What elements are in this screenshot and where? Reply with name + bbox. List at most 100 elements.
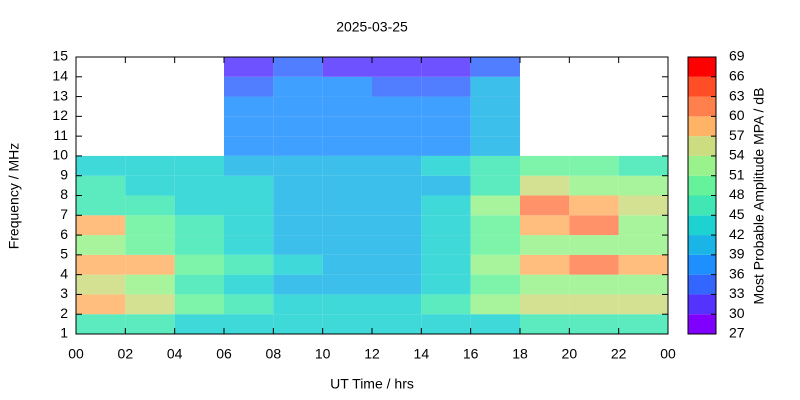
y-tick-label: 5 bbox=[60, 246, 68, 262]
heat-cell bbox=[372, 195, 422, 216]
colorbar-tick-label: 45 bbox=[729, 206, 745, 222]
x-tick-label: 08 bbox=[266, 346, 282, 362]
heat-cell bbox=[322, 175, 372, 196]
heat-cell bbox=[470, 57, 520, 77]
colorbar-tick-label: 39 bbox=[729, 246, 745, 262]
heat-cell bbox=[421, 294, 471, 315]
heat-cell bbox=[322, 136, 372, 156]
heat-cell bbox=[322, 314, 372, 334]
heat-cell bbox=[520, 235, 570, 255]
heat-cell bbox=[470, 116, 520, 137]
colorbar-tick-label: 54 bbox=[729, 147, 745, 163]
heat-cell bbox=[125, 314, 175, 334]
heat-cell bbox=[76, 195, 126, 216]
heat-cell bbox=[372, 215, 422, 236]
heat-cell bbox=[76, 215, 126, 236]
heat-cell bbox=[470, 195, 520, 216]
heat-cell bbox=[174, 294, 224, 315]
x-tick-label: 20 bbox=[562, 346, 578, 362]
colorbar-tick-label: 30 bbox=[729, 305, 745, 321]
colorbar-swatch bbox=[688, 254, 716, 275]
heat-cell bbox=[224, 294, 274, 315]
heat-cell bbox=[470, 76, 520, 97]
heat-cell bbox=[174, 155, 224, 176]
heat-cell bbox=[224, 76, 274, 97]
heat-cell bbox=[520, 274, 570, 295]
heat-cell bbox=[224, 136, 274, 156]
x-tick-label: 04 bbox=[167, 346, 183, 362]
heat-cell bbox=[273, 175, 323, 196]
colorbar-swatch bbox=[688, 136, 716, 156]
heat-cell bbox=[322, 155, 372, 176]
heat-cell bbox=[421, 254, 471, 275]
y-tick-label: 9 bbox=[60, 166, 68, 182]
heat-cell bbox=[618, 314, 668, 334]
heat-cell bbox=[322, 294, 372, 315]
x-tick-label: 22 bbox=[611, 346, 627, 362]
heat-cell bbox=[470, 175, 520, 196]
x-tick-label: 16 bbox=[463, 346, 479, 362]
heat-cell bbox=[618, 254, 668, 275]
colorbar-swatch bbox=[688, 76, 716, 97]
heat-cell bbox=[372, 175, 422, 196]
y-tick-label: 15 bbox=[52, 48, 68, 64]
x-tick-label: 14 bbox=[414, 346, 430, 362]
heat-cell bbox=[372, 76, 422, 97]
heat-cell bbox=[421, 57, 471, 77]
heat-cell bbox=[224, 215, 274, 236]
heat-cell bbox=[470, 314, 520, 334]
heat-cell bbox=[520, 314, 570, 334]
y-axis-label: Frequency / MHz bbox=[6, 143, 22, 250]
colorbar-swatch bbox=[688, 57, 716, 77]
heat-cell bbox=[76, 294, 126, 315]
heat-cell bbox=[125, 254, 175, 275]
heat-cell bbox=[224, 235, 274, 255]
colorbar-tick-label: 66 bbox=[729, 67, 745, 83]
heat-cell bbox=[174, 274, 224, 295]
heat-cell bbox=[322, 195, 372, 216]
colorbar-swatch bbox=[688, 195, 716, 216]
y-tick-label: 11 bbox=[53, 127, 68, 143]
heat-cell bbox=[76, 314, 126, 334]
colorbar-swatch bbox=[688, 96, 716, 117]
heat-cell bbox=[76, 155, 126, 176]
heat-cell bbox=[618, 195, 668, 216]
heat-cell bbox=[569, 215, 619, 236]
heat-cell bbox=[569, 274, 619, 295]
y-tick-label: 14 bbox=[52, 67, 68, 83]
heat-cell bbox=[372, 155, 422, 176]
heat-cell bbox=[520, 254, 570, 275]
heat-cell bbox=[569, 195, 619, 216]
heat-cell bbox=[470, 215, 520, 236]
heat-cell bbox=[224, 96, 274, 117]
heat-cell bbox=[125, 155, 175, 176]
heat-cell bbox=[322, 96, 372, 117]
x-tick-label: 00 bbox=[68, 346, 84, 362]
heat-cell bbox=[224, 274, 274, 295]
heat-cell bbox=[224, 155, 274, 176]
heat-cell bbox=[618, 274, 668, 295]
y-tick-label: 13 bbox=[52, 87, 68, 103]
heat-cell bbox=[421, 314, 471, 334]
heat-cell bbox=[618, 155, 668, 176]
heat-cell bbox=[470, 235, 520, 255]
heat-cell bbox=[421, 136, 471, 156]
y-tick-label: 12 bbox=[52, 107, 68, 123]
colorbar-tick-label: 60 bbox=[729, 107, 745, 123]
colorbar-swatch bbox=[688, 215, 716, 236]
colorbar-swatch bbox=[688, 274, 716, 295]
heat-cell bbox=[569, 235, 619, 255]
heat-cell bbox=[618, 294, 668, 315]
heat-cell bbox=[569, 294, 619, 315]
heat-cell bbox=[520, 155, 570, 176]
heat-cell bbox=[322, 76, 372, 97]
heat-cell bbox=[520, 294, 570, 315]
heat-cell bbox=[322, 57, 372, 77]
y-tick-label: 8 bbox=[60, 186, 68, 202]
heat-cell bbox=[569, 314, 619, 334]
heat-cell bbox=[224, 175, 274, 196]
heat-cell bbox=[618, 215, 668, 236]
heat-cell bbox=[273, 96, 323, 117]
heat-cell bbox=[372, 274, 422, 295]
colorbar-swatch bbox=[688, 314, 716, 334]
